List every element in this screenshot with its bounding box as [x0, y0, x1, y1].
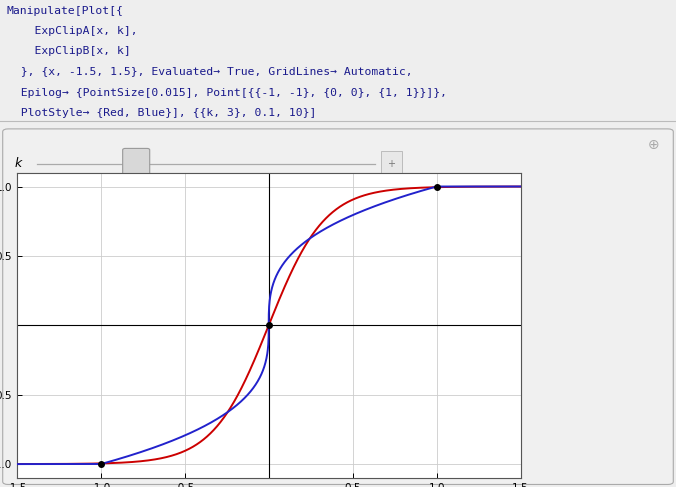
Text: +: + [387, 159, 395, 169]
Text: }, {x, -1.5, 1.5}, Evaluated→ True, GridLines→ Automatic,: }, {x, -1.5, 1.5}, Evaluated→ True, Grid… [7, 67, 412, 76]
FancyBboxPatch shape [17, 172, 521, 478]
FancyBboxPatch shape [122, 149, 149, 181]
FancyBboxPatch shape [381, 151, 402, 177]
Text: Epilog→ {PointSize[0.015], Point[{{-1, -1}, {0, 0}, {1, 1}}]},: Epilog→ {PointSize[0.015], Point[{{-1, -… [7, 88, 447, 98]
Text: k: k [15, 157, 22, 170]
Text: ExpClipB[x, k]: ExpClipB[x, k] [7, 46, 130, 56]
Text: ⊕: ⊕ [648, 138, 659, 152]
Text: ExpClipA[x, k],: ExpClipA[x, k], [7, 26, 137, 37]
Text: Manipulate[Plot[{: Manipulate[Plot[{ [7, 6, 124, 16]
Text: PlotStyle→ {Red, Blue}], {{k, 3}, 0.1, 10}]: PlotStyle→ {Red, Blue}], {{k, 3}, 0.1, 1… [7, 108, 316, 118]
FancyBboxPatch shape [3, 129, 673, 485]
